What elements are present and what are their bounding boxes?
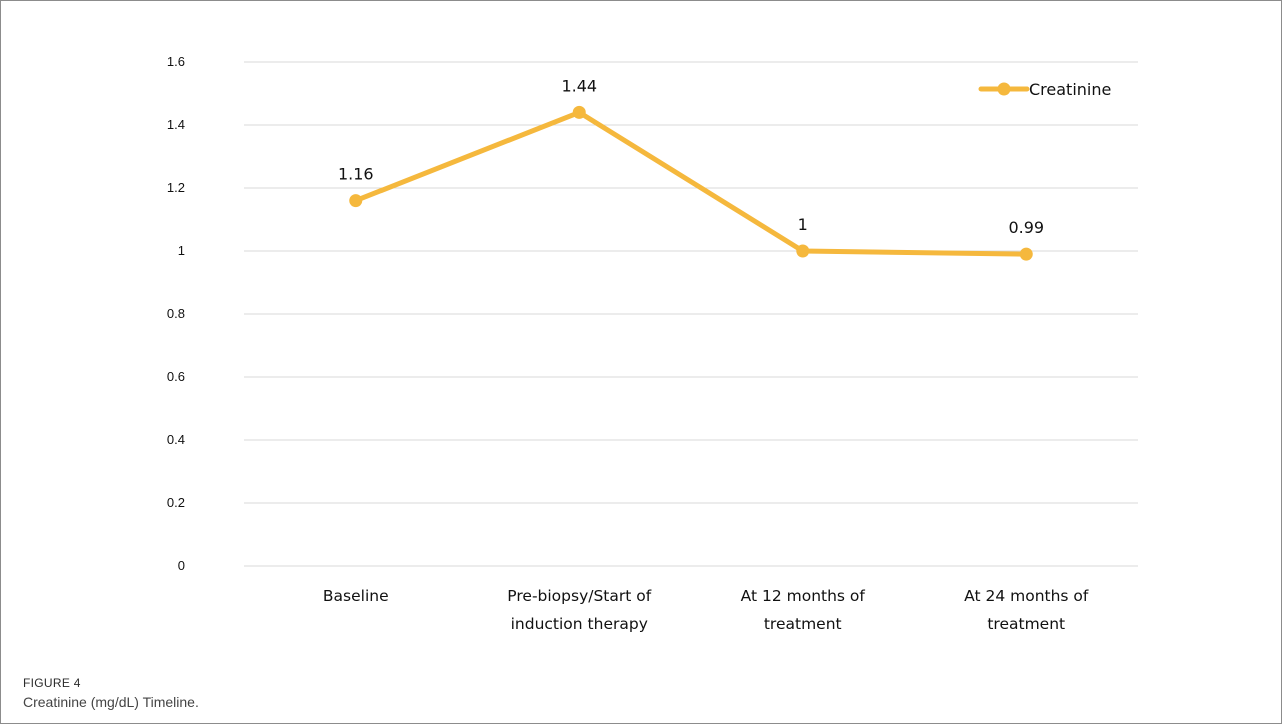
y-tick-label: 1.6 [167,54,185,69]
x-category-label: Pre-biopsy/Start of induction therapy [507,587,651,633]
legend-label: Creatinine [1029,80,1111,99]
series-creatinine [349,105,1033,261]
y-tick-label: 0.2 [167,495,185,510]
legend: Creatinine [978,80,1111,99]
x-category-label: Baseline [323,587,389,605]
x-category-line: induction therapy [511,615,648,633]
x-axis-categories: Baseline Pre-biopsy/Start of induction the… [323,587,1089,633]
x-category-label: At 12 months of treatment [741,587,866,633]
data-point [349,194,363,208]
x-category-label: At 24 months of treatment [964,587,1089,633]
x-category-line: Pre-biopsy/Start of [507,587,651,605]
gridlines [244,61,1138,567]
y-tick-label: 1 [178,243,185,258]
data-point [572,105,586,119]
x-category-line: treatment [764,615,842,633]
y-tick-label: 0.8 [167,306,185,321]
y-tick-label: 0 [178,558,185,573]
y-tick-label: 1.2 [167,180,185,195]
figure-label: FIGURE 4 [23,676,81,690]
legend-swatch-marker [997,82,1011,96]
data-label: 1 [798,215,808,234]
x-category-line: At 24 months of [964,587,1089,605]
x-category-line: At 12 months of [741,587,866,605]
x-category-line: treatment [987,615,1065,633]
data-labels: 1.16 1.44 1 0.99 [338,76,1044,237]
y-axis-ticks: 0 0.2 0.4 0.6 0.8 1 1.2 1.4 1.6 [167,54,185,573]
data-label: 1.16 [338,165,374,184]
data-label: 1.44 [561,76,597,95]
y-tick-label: 0.6 [167,369,185,384]
y-tick-label: 0.4 [167,432,185,447]
figure-caption: Creatinine (mg/dL) Timeline. [23,694,199,710]
data-point [796,244,810,258]
data-point [1019,247,1033,261]
x-category-line: Baseline [323,587,389,605]
y-tick-label: 1.4 [167,117,185,132]
series-line [353,109,1029,257]
data-label: 0.99 [1008,218,1044,237]
